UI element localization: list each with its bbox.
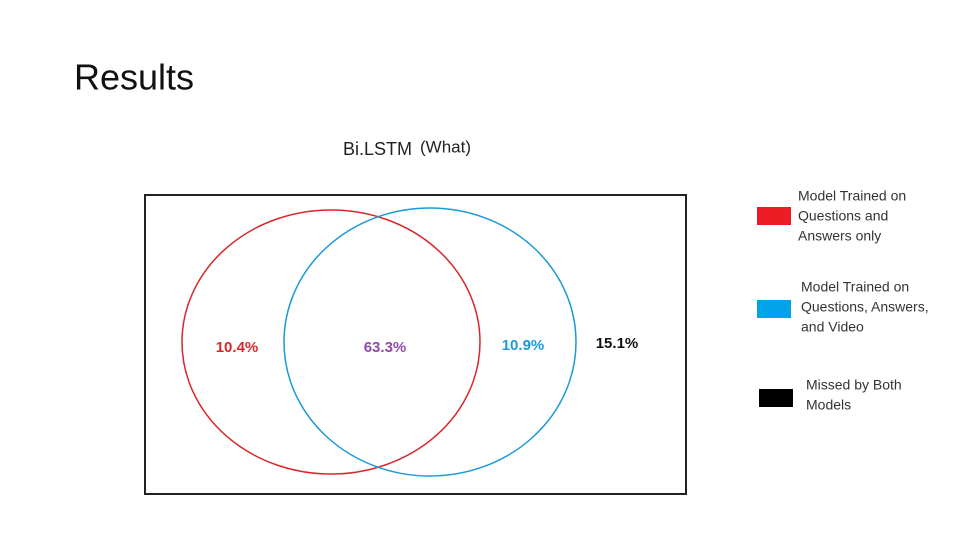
region-label: 10.4% — [216, 339, 259, 356]
legend-swatch — [757, 207, 791, 225]
slide-title: Results — [74, 57, 194, 98]
legend-label: Models — [806, 397, 851, 413]
region-label: 10.9% — [502, 337, 545, 354]
legend-label: Model Trained on — [801, 279, 909, 295]
legend-swatch — [757, 300, 791, 318]
legend-label: Questions and — [798, 208, 888, 224]
legend-label: Model Trained on — [798, 188, 906, 204]
diagram-subtitle: (What) — [420, 137, 471, 156]
legend-swatch — [759, 389, 793, 407]
legend-label: and Video — [801, 319, 864, 335]
region-label: 15.1% — [596, 335, 639, 352]
red-circle — [181, 209, 481, 475]
legend-label: Questions, Answers, — [801, 299, 929, 315]
blue-circle — [283, 207, 577, 477]
diagram-title: Bi.LSTM — [343, 139, 412, 159]
legend-label: Missed by Both — [806, 377, 902, 393]
legend-label: Answers only — [798, 228, 881, 244]
region-label: 63.3% — [364, 339, 407, 356]
frame — [144, 194, 687, 495]
